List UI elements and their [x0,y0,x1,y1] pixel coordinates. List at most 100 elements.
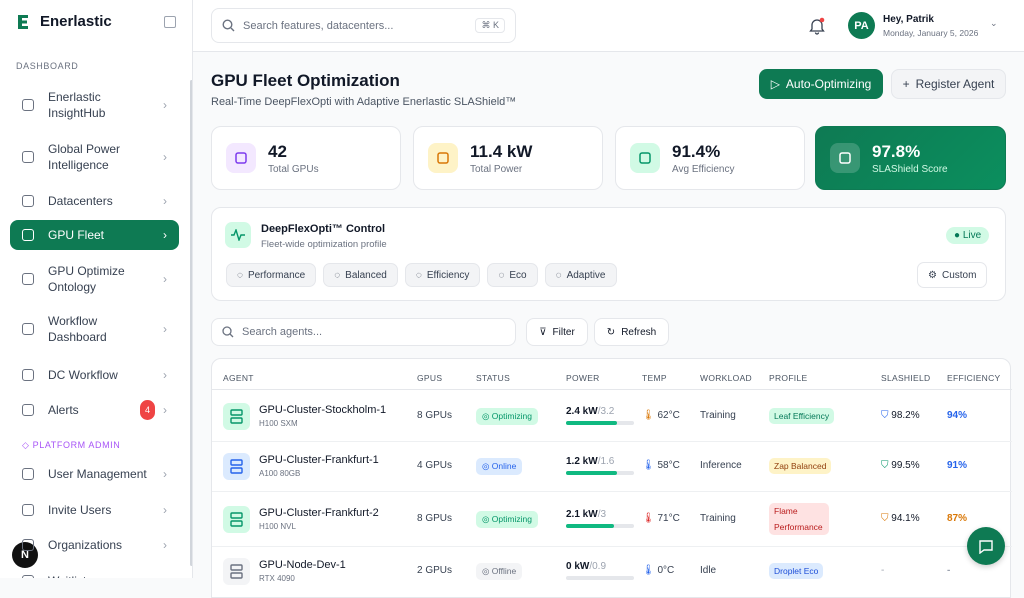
profile-pill: Droplet Eco [769,563,824,579]
nav-item[interactable]: GPU Optimize Ontology › [10,262,179,296]
column-header: TEMP [642,373,667,383]
sidebar: Enerlastic DASHBOARD ◇ PLATFORM ADMIN N … [0,0,193,578]
nav-item[interactable]: GPU Fleet › [10,220,179,250]
nav-item[interactable]: Invite Users › [10,495,179,525]
power-track [566,576,634,580]
chevron: › [163,194,167,208]
chat-button[interactable] [967,527,1005,565]
nav-icon [22,369,34,381]
stat-icon [830,143,860,173]
power-value: 2.1 kW [566,508,598,520]
nav-icon [22,539,34,551]
stat-card: 11.4 kW Total Power [413,126,603,190]
chevron: › [163,503,167,517]
nav-item[interactable]: Workflow Dashboard › [10,314,179,344]
auto-optimize-button[interactable]: ▷ Auto-Optimizing [759,69,883,99]
profile-chip[interactable]: ◌ Efficiency [404,263,481,287]
global-search[interactable]: Search features, datacenters... ⌘ K [211,8,516,43]
profile-avatar[interactable]: PA [848,12,875,39]
thermometer: 🌡︎ [642,512,658,524]
date: Monday, January 5, 2026 [883,28,979,38]
notifications[interactable] [809,17,825,35]
page-subtitle: Real-Time DeepFlexOpti with Adaptive Ene… [211,96,517,108]
power: 2.1 kW/3 [566,509,606,520]
chip-label: Performance [247,269,306,281]
thermometer: 🌡︎ [642,565,658,576]
nav-item[interactable]: Waitlist › [10,566,179,578]
slashield: ⛉ 94.1% [881,513,920,524]
stat-text: 91.4% Avg Efficiency [672,142,734,175]
temp-value: 0°C [657,565,675,576]
power-track [566,421,634,425]
filter-button[interactable]: ⊽ Filter [526,318,588,346]
column-header: AGENT [223,373,254,383]
nav-label: Invite Users [48,503,112,517]
live-badge: ● Live [946,227,990,244]
profile-menu[interactable]: ⌄ [990,18,998,28]
chip-icon: ◌ [415,269,422,281]
stat-text: 42 Total GPUs [268,142,319,175]
profile-chip[interactable]: ◌ Adaptive [544,263,617,287]
power-bar [566,421,617,425]
nav-item[interactable]: Enerlastic InsightHub › [10,88,179,122]
nav-item[interactable]: Global Power Intelligence › [10,140,179,174]
shield-icon: ⛉ [881,460,892,471]
status-pill: ◎ Optimizing [476,408,538,425]
shield-icon: ⛉ [881,410,892,421]
button-label: Refresh [621,326,657,338]
agent-search[interactable]: Search agents... [211,318,516,346]
chip-label: Adaptive [566,269,606,281]
temp-value: 62°C [657,410,680,421]
register-agent-button[interactable]: + Register Agent [891,69,1006,99]
search-placeholder: Search features, datacenters... [243,19,394,32]
stat-text: 11.4 kW Total Power [470,142,532,175]
efficiency: 91% [947,460,968,471]
status-text: Offline [491,566,517,576]
stat-icon [630,143,660,173]
alert-badge: 4 [139,400,155,420]
profile-chip[interactable]: ◌ Performance [226,263,317,287]
chip-icon: ◌ [237,269,243,281]
status-icon: ◎ [482,461,492,471]
thermometer: 🌡︎ [642,460,658,471]
column-header: GPUS [417,373,443,383]
profile-chip[interactable]: ◌ Eco [487,263,538,287]
collapse-button[interactable] [164,16,176,28]
power-bar [566,471,617,475]
stat-icon [428,143,458,173]
agent-model: H100 NVL [259,521,296,531]
custom-button[interactable]: ⚙ Custom [917,262,988,288]
column-header: POWER [566,373,600,383]
nav-item[interactable]: User Management › [10,459,179,489]
nav-icon [22,273,34,285]
stat-label: Avg Efficiency [672,163,735,175]
header-divider [212,389,1012,390]
nav-icon [22,229,34,241]
refresh-button[interactable]: ↻ Refresh [594,318,669,346]
stat-card: 91.4% Avg Efficiency [615,126,805,190]
power-value: 2.4 kW [566,406,598,417]
column-header: STATUS [476,373,511,383]
play-icon: ▷ [770,77,780,91]
nav-item[interactable]: Organizations › [10,530,179,560]
nav-item[interactable]: DC Workflow › [10,360,179,390]
status-icon: ◎ [482,411,492,421]
chevron: › [163,98,167,112]
thermometer: 🌡︎ [642,410,658,421]
profile-pill: Zap Balanced [769,458,832,474]
agent-model: A100 80GB [259,469,301,478]
search-icon [222,326,234,338]
search-placeholder: Search agents... [242,326,323,338]
chevron: › [163,150,167,164]
nav-label: GPU Optimize Ontology [48,264,125,294]
chevron: › [163,573,167,578]
profile-chip[interactable]: ◌ Balanced [323,263,398,287]
nav-item[interactable]: Datacenters › [10,186,179,216]
power: 1.2 kW/1.6 [566,456,614,467]
shield-value: 94.1% [891,512,920,524]
nav-item[interactable]: Alerts 4 › [10,395,179,425]
nav-label: Enerlastic InsightHub [48,90,106,120]
temperature: 🌡︎ 71°C [642,513,680,524]
shield-value: 98.2% [891,410,920,421]
chevron: › [163,368,167,382]
